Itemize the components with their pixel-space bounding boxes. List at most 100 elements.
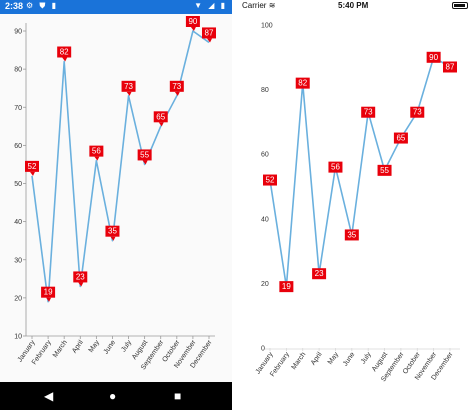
y-tick-label: 0 — [261, 346, 265, 353]
data-label: 82 — [60, 48, 69, 57]
x-tick-label: July — [120, 339, 133, 354]
series-line — [31, 30, 210, 303]
y-tick-label: 20 — [261, 281, 269, 288]
data-label: 55 — [140, 150, 149, 159]
y-tick-label: 20 — [14, 295, 22, 302]
data-label-box — [443, 61, 457, 73]
data-label-box — [89, 145, 104, 157]
data-label: 23 — [315, 269, 324, 278]
data-label: 35 — [108, 227, 117, 236]
data-label: 19 — [282, 282, 291, 291]
data-label: 73 — [364, 108, 373, 117]
x-tick-label: May — [88, 339, 102, 354]
data-label-box — [263, 174, 277, 186]
y-tick-label: 50 — [14, 181, 22, 188]
data-label-box — [202, 27, 216, 39]
data-label-box — [426, 51, 441, 63]
data-label: 87 — [446, 62, 455, 71]
android-status-bar: 2:38 ⚙ ⛊ ▮ ▼ ◢ ▮ — [0, 0, 232, 14]
data-label-box — [344, 229, 359, 241]
y-tick-label: 40 — [14, 219, 22, 226]
y-tick-label: 40 — [261, 216, 269, 223]
data-label: 73 — [413, 108, 422, 117]
y-tick-label: 80 — [261, 87, 269, 94]
data-label: 87 — [205, 28, 214, 37]
series-line — [269, 56, 451, 288]
recent-apps-icon[interactable]: ■ — [174, 389, 182, 403]
data-label-box — [295, 77, 310, 89]
data-label: 65 — [396, 134, 405, 143]
data-label: 90 — [188, 17, 197, 26]
data-label: 56 — [92, 147, 101, 156]
y-tick-label: 10 — [14, 334, 22, 341]
data-label-box — [121, 80, 136, 92]
data-label-pointer — [46, 297, 52, 302]
data-label: 52 — [28, 162, 37, 171]
battery-icon — [452, 2, 468, 9]
data-label-box — [105, 225, 120, 237]
data-label: 56 — [331, 163, 340, 172]
data-label-pointer — [190, 27, 196, 31]
data-label-box — [73, 271, 88, 283]
y-tick-label: 90 — [14, 29, 22, 36]
data-label-box — [393, 132, 408, 144]
data-label: 23 — [76, 272, 85, 281]
data-label-pointer — [78, 282, 84, 287]
back-icon[interactable]: ◀ — [44, 389, 54, 403]
ios-screen: Carrier ≋ 5:40 PM 0 20 40 60 80 100 January Feb… — [232, 0, 474, 410]
status-app-icons: ⚙ ⛊ ▮ — [26, 1, 59, 10]
data-label-pointer — [62, 57, 68, 62]
y-tick-label: 60 — [261, 152, 269, 159]
y-tick-label: 100 — [261, 23, 273, 30]
y-tick-label: 60 — [14, 143, 22, 150]
data-label-box — [41, 286, 56, 298]
data-label-pointer — [174, 91, 180, 96]
data-label-box — [169, 80, 184, 92]
data-label: 35 — [347, 230, 356, 239]
y-tick-label: 80 — [14, 67, 22, 74]
data-label: 65 — [156, 112, 165, 121]
data-label-pointer — [207, 38, 212, 43]
data-label: 82 — [298, 79, 307, 88]
x-tick-label: June — [342, 351, 357, 368]
status-time: 2:38 — [5, 1, 24, 11]
data-label: 73 — [172, 82, 181, 91]
data-label: 52 — [266, 176, 275, 185]
data-label-box — [312, 268, 327, 280]
carrier-label: Carrier ≋ — [242, 1, 276, 10]
x-tick-label: March — [290, 351, 307, 371]
x-tick-label: June — [103, 339, 118, 356]
x-tick-label: April — [310, 351, 324, 367]
data-label: 55 — [380, 166, 389, 175]
y-tick-label: 70 — [14, 105, 22, 112]
data-label-box — [185, 16, 200, 27]
home-icon[interactable]: ● — [109, 389, 117, 403]
data-label-box — [153, 111, 168, 123]
ios-status-bar: Carrier ≋ 5:40 PM — [232, 0, 474, 12]
wifi-signal-battery-icon: ▼ ◢ ▮ — [194, 1, 227, 10]
data-label-box — [25, 160, 39, 172]
data-label-box — [328, 161, 343, 173]
data-label-pointer — [30, 171, 35, 176]
data-label: 19 — [44, 288, 53, 297]
x-tick-label: April — [71, 339, 85, 355]
data-label-pointer — [126, 91, 132, 96]
data-label: 90 — [429, 53, 438, 62]
data-label-pointer — [94, 156, 100, 161]
data-label: 73 — [124, 82, 133, 91]
data-label-box — [279, 281, 294, 293]
android-nav-bar: ◀ ● ■ — [0, 382, 232, 410]
x-tick-label: July — [360, 351, 373, 366]
data-label-pointer — [142, 160, 148, 165]
android-screen: 2:38 ⚙ ⛊ ▮ ▼ ◢ ▮ 10 20 30 40 50 60 70 80 90 Janua… — [0, 0, 232, 410]
x-tick-label: March — [52, 339, 69, 359]
y-tick-label: 30 — [14, 257, 22, 264]
data-label-box — [377, 164, 392, 176]
wifi-icon: ≋ — [268, 1, 276, 10]
data-label-pointer — [110, 236, 116, 241]
status-time: 5:40 PM — [338, 1, 369, 10]
data-label-box — [57, 46, 72, 58]
data-label-box — [410, 106, 425, 118]
